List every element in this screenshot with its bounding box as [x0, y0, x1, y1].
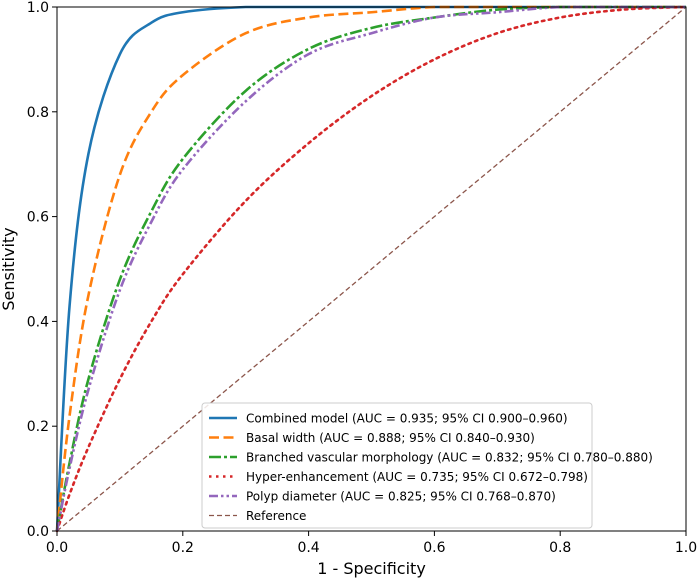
legend: Combined model (AUC = 0.935; 95% CI 0.90… [201, 402, 653, 529]
x-axis-title: 1 - Specificity [317, 559, 426, 578]
x-tick-label: 1.0 [675, 540, 697, 556]
x-tick-label: 0.2 [172, 540, 194, 556]
legend-box [201, 402, 593, 529]
legend-label: Combined model (AUC = 0.935; 95% CI 0.90… [246, 412, 568, 426]
series-line-reference [56, 6, 687, 532]
y-axis-title: Sensitivity [0, 227, 18, 310]
legend-label: Reference [246, 509, 306, 523]
legend-label: Polyp diameter (AUC = 0.825; 95% CI 0.76… [246, 490, 556, 504]
x-tick-label: 0.4 [297, 540, 319, 556]
series-line-hyper-enhancement [55, 5, 688, 533]
series-line-polyp-diameter [55, 5, 686, 532]
legend-label: Basal width (AUC = 0.888; 95% CI 0.840–0… [246, 431, 535, 445]
x-tick-label: 0.8 [549, 540, 571, 556]
y-tick-label: 0.4 [27, 314, 49, 330]
x-tick-label: 0.0 [46, 540, 68, 556]
y-tick-label: 0.2 [27, 419, 49, 435]
y-tick-label: 0.8 [27, 105, 49, 121]
x-tick-label: 0.6 [423, 540, 445, 556]
y-tick-label: 0.0 [27, 524, 49, 540]
plot-frame [56, 6, 687, 532]
y-tick-label: 0.6 [27, 210, 49, 226]
legend-label: Hyper-enhancement (AUC = 0.735; 95% CI 0… [246, 470, 588, 484]
legend-label: Branched vascular morphology (AUC = 0.83… [246, 451, 653, 465]
y-tick-label: 1.0 [27, 0, 49, 16]
axes: 0.0 0.2 0.4 0.6 0.8 1.0 0.0 0.2 0.4 0.6 0.8 1.0 [27, 0, 697, 556]
